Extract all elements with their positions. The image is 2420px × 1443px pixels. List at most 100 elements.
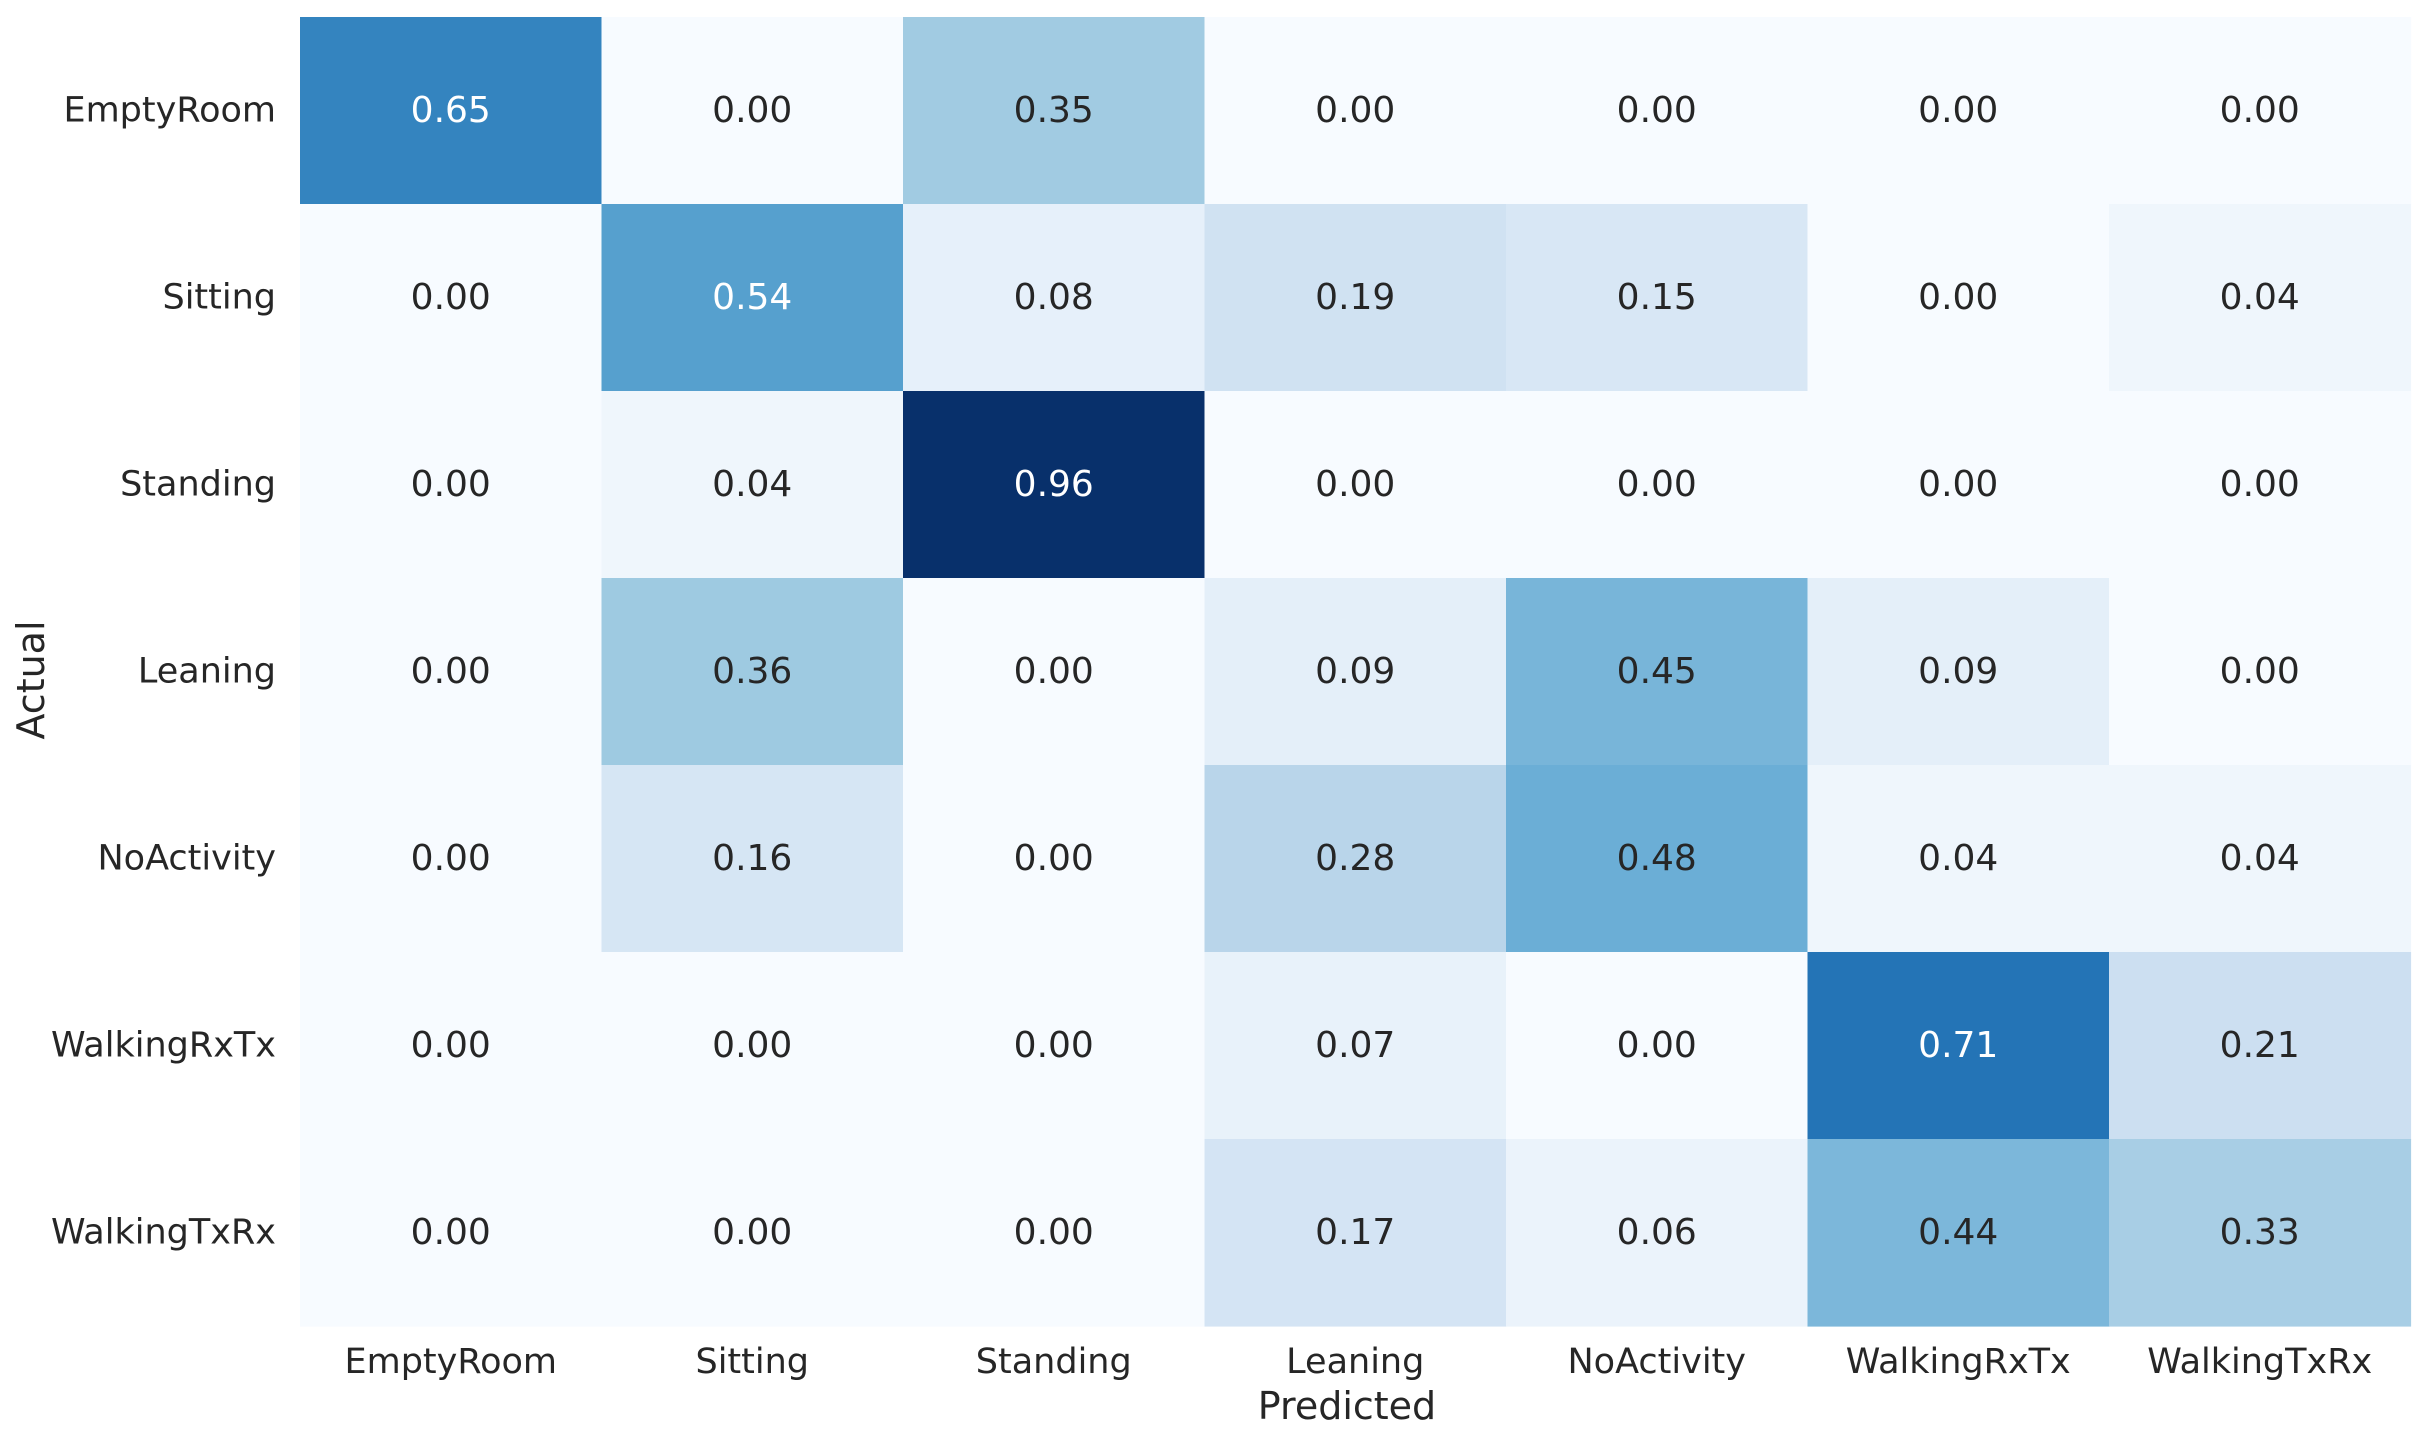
heatmap-cell-value: 0.00 — [712, 90, 792, 131]
heatmap-cell-value: 0.28 — [1315, 838, 1395, 879]
heatmap-cell — [1807, 204, 2110, 392]
heatmap-cell-value: 0.45 — [1617, 651, 1697, 692]
heatmap-cell — [1506, 204, 1809, 392]
heatmap-cell-value: 0.19 — [1315, 277, 1395, 318]
heatmap-cell — [1506, 1139, 1809, 1327]
heatmap-cell — [1506, 952, 1809, 1140]
heatmap-cell — [1204, 17, 1507, 205]
heatmap-cell-value: 0.17 — [1315, 1212, 1395, 1253]
heatmap-cell — [601, 204, 904, 392]
heatmap-cell — [601, 391, 904, 579]
heatmap-cell-value: 0.04 — [2220, 838, 2300, 879]
heatmap-cell — [1506, 17, 1809, 205]
heatmap-cell-value: 0.16 — [712, 838, 792, 879]
heatmap-cell — [1807, 578, 2110, 766]
heatmap-cell-value: 0.00 — [1617, 464, 1697, 505]
heatmap-cell-value: 0.09 — [1918, 651, 1998, 692]
heatmap-cell — [903, 391, 1206, 579]
heatmap-cell-value: 0.00 — [411, 838, 491, 879]
heatmap-cell-value: 0.00 — [2220, 651, 2300, 692]
heatmap-cell — [1807, 1139, 2110, 1327]
heatmap-cell-value: 0.00 — [411, 651, 491, 692]
heatmap-cell — [601, 1139, 904, 1327]
heatmap-cell-value: 0.00 — [1014, 1025, 1094, 1066]
heatmap-cell — [903, 765, 1206, 953]
y-tick-labels: EmptyRoom Sitting Standing Leaning NoActivit… — [51, 91, 276, 1253]
heatmap-cell-value: 0.71 — [1918, 1025, 1998, 1066]
x-tick-label: Sitting — [695, 1342, 809, 1382]
heatmap-cell-value: 0.21 — [2220, 1025, 2300, 1066]
heatmap-cell-value: 0.65 — [411, 90, 491, 131]
heatmap-cell — [300, 1139, 603, 1327]
y-tick-label: EmptyRoom — [63, 91, 276, 131]
heatmap-cell — [300, 391, 603, 579]
heatmap-cell-value: 0.00 — [1617, 1025, 1697, 1066]
y-tick-label: Leaning — [138, 652, 276, 692]
heatmap-cell — [300, 578, 603, 766]
heatmap-cell-value: 0.44 — [1918, 1212, 1998, 1253]
heatmap-cell-value: 0.00 — [1014, 1212, 1094, 1253]
heatmap-cell — [1807, 391, 2110, 579]
heatmap-cell — [1506, 578, 1809, 766]
x-tick-label: WalkingTxRx — [2147, 1342, 2372, 1382]
heatmap-cell-value: 0.00 — [1918, 277, 1998, 318]
heatmap-cell — [2109, 391, 2412, 579]
heatmap-cell — [1506, 765, 1809, 953]
heatmap-cell-value: 0.48 — [1617, 838, 1697, 879]
heatmap-cell — [2109, 1139, 2412, 1327]
heatmap-cell-labels: 0.65 0.00 0.35 0.00 0.00 0.00 0.00 0.00 0.54 0.08… — [411, 90, 2300, 1253]
x-tick-label: WalkingRxTx — [1846, 1342, 2071, 1382]
x-tick-label: Leaning — [1286, 1342, 1424, 1382]
heatmap-cell-value: 0.00 — [411, 464, 491, 505]
heatmap-cell — [300, 204, 603, 392]
heatmap-cell — [903, 578, 1206, 766]
heatmap-cell — [1807, 765, 2110, 953]
heatmap-cell — [2109, 17, 2412, 205]
heatmap-cell-value: 0.06 — [1617, 1212, 1697, 1253]
heatmap-cell — [601, 578, 904, 766]
heatmap-cell-value: 0.15 — [1617, 277, 1697, 318]
heatmap-cell — [1807, 952, 2110, 1140]
heatmap-cell — [300, 765, 603, 953]
heatmap-cell-value: 0.00 — [1918, 90, 1998, 131]
heatmap-cell-value: 0.00 — [1315, 90, 1395, 131]
heatmap-cell-value: 0.00 — [712, 1212, 792, 1253]
y-tick-label: Sitting — [162, 278, 276, 318]
heatmap-cell-value: 0.54 — [712, 277, 792, 318]
heatmap-cell — [2109, 578, 2412, 766]
heatmap-cell-value: 0.04 — [712, 464, 792, 505]
heatmap-cell — [601, 17, 904, 205]
heatmap-cell — [1506, 391, 1809, 579]
heatmap-cell — [601, 952, 904, 1140]
heatmap-cell-value: 0.00 — [2220, 464, 2300, 505]
x-axis-label: Predicted — [1258, 1384, 1436, 1428]
heatmap-cell — [1204, 1139, 1507, 1327]
heatmap-cell-value: 0.33 — [2220, 1212, 2300, 1253]
heatmap-cell-value: 0.00 — [411, 1212, 491, 1253]
heatmap-cell-value: 0.00 — [1315, 464, 1395, 505]
x-tick-label: EmptyRoom — [344, 1342, 557, 1382]
heatmap-cells — [300, 17, 2412, 1327]
heatmap-cell-value: 0.36 — [712, 651, 792, 692]
heatmap-cell — [300, 17, 603, 205]
heatmap-cell-value: 0.35 — [1014, 90, 1094, 131]
heatmap-cell — [903, 952, 1206, 1140]
y-axis-label: Actual — [9, 620, 53, 739]
y-tick-label: WalkingRxTx — [51, 1026, 276, 1066]
heatmap-cell-value: 0.00 — [2220, 90, 2300, 131]
heatmap-cell — [903, 17, 1206, 205]
heatmap-cell — [903, 204, 1206, 392]
heatmap-cell-value: 0.00 — [1617, 90, 1697, 131]
x-tick-labels: EmptyRoom Sitting Standing Leaning NoActivit… — [344, 1342, 2372, 1382]
x-tick-label: NoActivity — [1568, 1342, 1747, 1382]
y-tick-label: WalkingTxRx — [51, 1213, 276, 1253]
x-tick-label: Standing — [976, 1342, 1132, 1382]
heatmap-cell-value: 0.00 — [1918, 464, 1998, 505]
y-tick-label: NoActivity — [98, 839, 277, 879]
heatmap-cell — [2109, 765, 2412, 953]
heatmap-cell — [2109, 952, 2412, 1140]
heatmap-cell-value: 0.04 — [2220, 277, 2300, 318]
heatmap-cell — [2109, 204, 2412, 392]
